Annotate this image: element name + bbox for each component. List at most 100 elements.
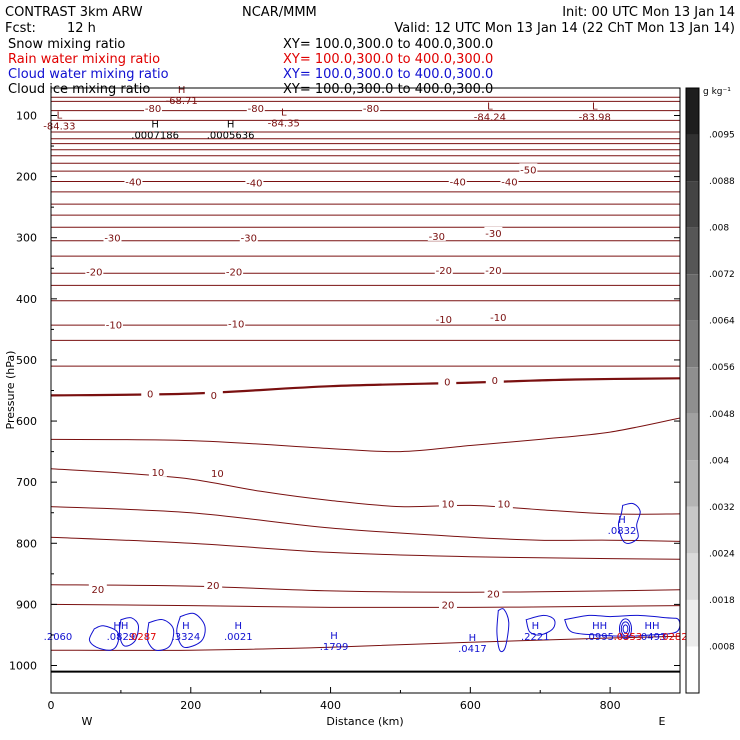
colorbar-swatch: [686, 134, 699, 182]
colorbar-tick-label: .0064: [709, 317, 735, 327]
y-tick-label: 500: [16, 354, 37, 367]
cloud-water-contour: [618, 618, 632, 640]
label-mask: [144, 102, 163, 114]
colorbar-tick-label: .0056: [709, 363, 735, 373]
extrema-layer: H-68.71L-84.33L-84.35L-84.24L-83.98H.000…: [43, 85, 687, 655]
x-tick-label: 200: [180, 699, 201, 712]
contour-label-layer: -80 -80 -80-50-40 -40 -40 -40-30 -30 -30 -30-20-…: [85, 102, 538, 611]
label-mask: [494, 497, 513, 509]
temperature-label: -20: [436, 266, 452, 277]
isotherm-line: [50, 536, 681, 560]
colorbar-swatch: [686, 227, 699, 275]
temperature-label: -30: [429, 232, 445, 243]
colorbar-unit: g kg⁻¹: [703, 87, 731, 97]
temperature-label: -10: [228, 319, 244, 330]
extremum-marker: H: [469, 633, 477, 644]
temperature-label: -40: [501, 178, 517, 189]
label-mask: [103, 231, 122, 243]
colorbar-swatch: [686, 553, 699, 600]
temperature-label: 10: [211, 469, 224, 480]
label-mask: [246, 102, 265, 114]
extremum-marker: L: [281, 108, 287, 119]
extremum-value: -68.71: [166, 96, 198, 107]
colorbar-swatch: [686, 181, 699, 228]
temperature-label: -50: [520, 165, 536, 176]
cloud-water-contour: [620, 621, 631, 637]
x-tick-label: 0: [48, 699, 55, 712]
y-tick-label: 100: [16, 110, 37, 123]
x-tick-label: 600: [460, 699, 481, 712]
label-mask: [438, 598, 457, 610]
extremum-value: .0493: [638, 632, 667, 643]
init-time: Init: 00 UTC Mon 13 Jan 14: [562, 5, 735, 20]
label-mask: [484, 226, 503, 238]
label-mask: [438, 497, 457, 509]
y-tick-label: 300: [16, 232, 37, 245]
temperature-label: 0: [492, 376, 498, 387]
isotherm-layer: [50, 96, 681, 673]
y-tick-label: 200: [16, 171, 37, 184]
extremum-value: .2060: [44, 632, 73, 643]
temperature-label: -30: [104, 234, 120, 245]
temperature-label: 10: [498, 500, 511, 511]
label-mask: [124, 175, 143, 187]
temperature-label: -20: [226, 267, 242, 278]
cloud-water-contour: [88, 625, 120, 651]
label-mask: [239, 231, 258, 243]
y-tick-label: 400: [16, 293, 37, 306]
temperature-label: -40: [450, 178, 466, 189]
extremum-value: .1799: [320, 642, 349, 653]
y-tick-label: 600: [16, 415, 37, 428]
center-name: NCAR/MMM: [242, 5, 317, 20]
xy-rain: XY= 100.0,300.0 to 400.0,300.0: [283, 52, 493, 67]
valid-time: Valid: 12 UTC Mon 13 Jan 14 (22 ChT Mon …: [394, 21, 735, 36]
temperature-label: -80: [248, 104, 264, 115]
extremum-value: .0829: [107, 632, 136, 643]
extremum-value: .0995: [585, 632, 614, 643]
y-tick-label: 1000: [9, 660, 37, 673]
label-mask: [141, 387, 160, 399]
extremum-value: -84.33: [43, 122, 75, 133]
label-mask: [427, 229, 446, 241]
label-mask: [362, 102, 381, 114]
extremum-marker: H: [532, 621, 540, 632]
extremum-marker: H: [235, 621, 243, 632]
temperature-label: -20: [86, 267, 102, 278]
extremum-marker: H: [151, 120, 159, 131]
temperature-label: -30: [485, 229, 501, 240]
colorbar-frame: [685, 87, 700, 694]
temperature-label: 0: [147, 390, 153, 401]
colorbar-tick-label: .0032: [709, 503, 735, 513]
extremum-value: .0005636: [207, 131, 255, 142]
rain-water-value: .0282: [659, 632, 688, 643]
field-rain: Rain water mixing ratio: [8, 52, 160, 67]
colorbar-swatch: [686, 320, 699, 368]
extremum-value: .0021: [224, 632, 253, 643]
label-mask: [245, 176, 264, 188]
extremum-value: -84.24: [474, 112, 506, 123]
colorbar-tick-label: .0088: [709, 177, 735, 187]
rain-water-value: .0287: [128, 632, 157, 643]
temperature-label: -80: [363, 104, 379, 115]
field-snow: Snow mixing ratio: [8, 37, 125, 52]
colorbar-swatch: [686, 646, 699, 693]
model-title: CONTRAST 3km ARW: [5, 5, 143, 20]
extremum-marker: H: [182, 621, 190, 632]
isotherm-line: [50, 506, 681, 542]
isotherm-line: [50, 603, 681, 609]
colorbar-tick-label: .0095: [709, 131, 735, 141]
cloud-water-contour: [176, 612, 206, 649]
temperature-label: 0: [211, 391, 217, 402]
fcst-label: Fcst:: [5, 21, 36, 36]
temperature-label: -30: [241, 234, 257, 245]
extremum-marker: H: [618, 515, 626, 526]
label-mask: [204, 388, 223, 400]
cloud-water-contour: [146, 618, 175, 651]
label-mask: [448, 175, 467, 187]
colorbar-swatch: [686, 460, 699, 507]
extremum-marker: HH: [645, 621, 660, 632]
cloud-water-contour: [525, 614, 556, 636]
cloud-water-contour: [622, 624, 629, 634]
label-mask: [208, 467, 227, 478]
